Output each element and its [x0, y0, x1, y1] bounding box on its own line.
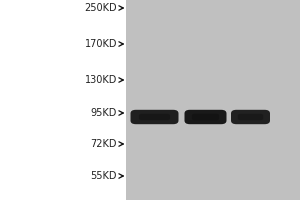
FancyBboxPatch shape — [184, 110, 226, 124]
Text: 72KD: 72KD — [91, 139, 117, 149]
FancyBboxPatch shape — [139, 114, 170, 120]
Text: 250KD: 250KD — [84, 3, 117, 13]
FancyBboxPatch shape — [231, 110, 270, 124]
Text: 55KD: 55KD — [91, 171, 117, 181]
FancyBboxPatch shape — [130, 110, 178, 124]
Bar — [126, 0, 300, 200]
Text: 130KD: 130KD — [85, 75, 117, 85]
Text: 95KD: 95KD — [91, 108, 117, 118]
FancyBboxPatch shape — [238, 114, 263, 120]
Text: 170KD: 170KD — [85, 39, 117, 49]
FancyBboxPatch shape — [192, 114, 219, 120]
